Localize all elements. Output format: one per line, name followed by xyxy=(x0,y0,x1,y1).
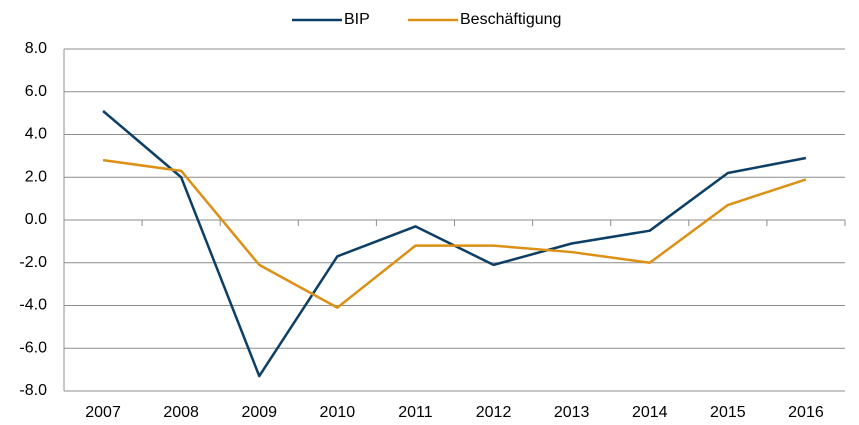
series-line xyxy=(102,158,807,309)
y-tick-label: 8.0 xyxy=(25,40,47,57)
legend-label: Beschäftigung xyxy=(460,11,561,28)
y-tick-label: -4.0 xyxy=(19,297,47,314)
y-tick-label: 6.0 xyxy=(25,83,47,100)
x-tick-label: 2007 xyxy=(85,404,121,421)
y-tick-label: -6.0 xyxy=(19,339,47,356)
y-tick-label: 4.0 xyxy=(25,126,47,143)
x-tick-label: 2016 xyxy=(788,404,824,421)
series-line xyxy=(102,110,807,378)
x-tick-label: 2009 xyxy=(241,404,277,421)
x-tick-label: 2010 xyxy=(320,404,356,421)
y-tick-label: 2.0 xyxy=(25,168,47,185)
x-tick-label: 2012 xyxy=(476,404,512,421)
y-tick-label: -2.0 xyxy=(19,254,47,271)
x-tick-label: 2014 xyxy=(632,404,668,421)
x-tick-label: 2013 xyxy=(554,404,590,421)
y-tick-label: -8.0 xyxy=(19,382,47,399)
x-tick-label: 2008 xyxy=(163,404,199,421)
legend-label: BIP xyxy=(344,11,370,28)
x-tick-label: 2015 xyxy=(710,404,746,421)
x-tick-label: 2011 xyxy=(398,404,433,421)
y-tick-label: 0.0 xyxy=(25,211,47,228)
